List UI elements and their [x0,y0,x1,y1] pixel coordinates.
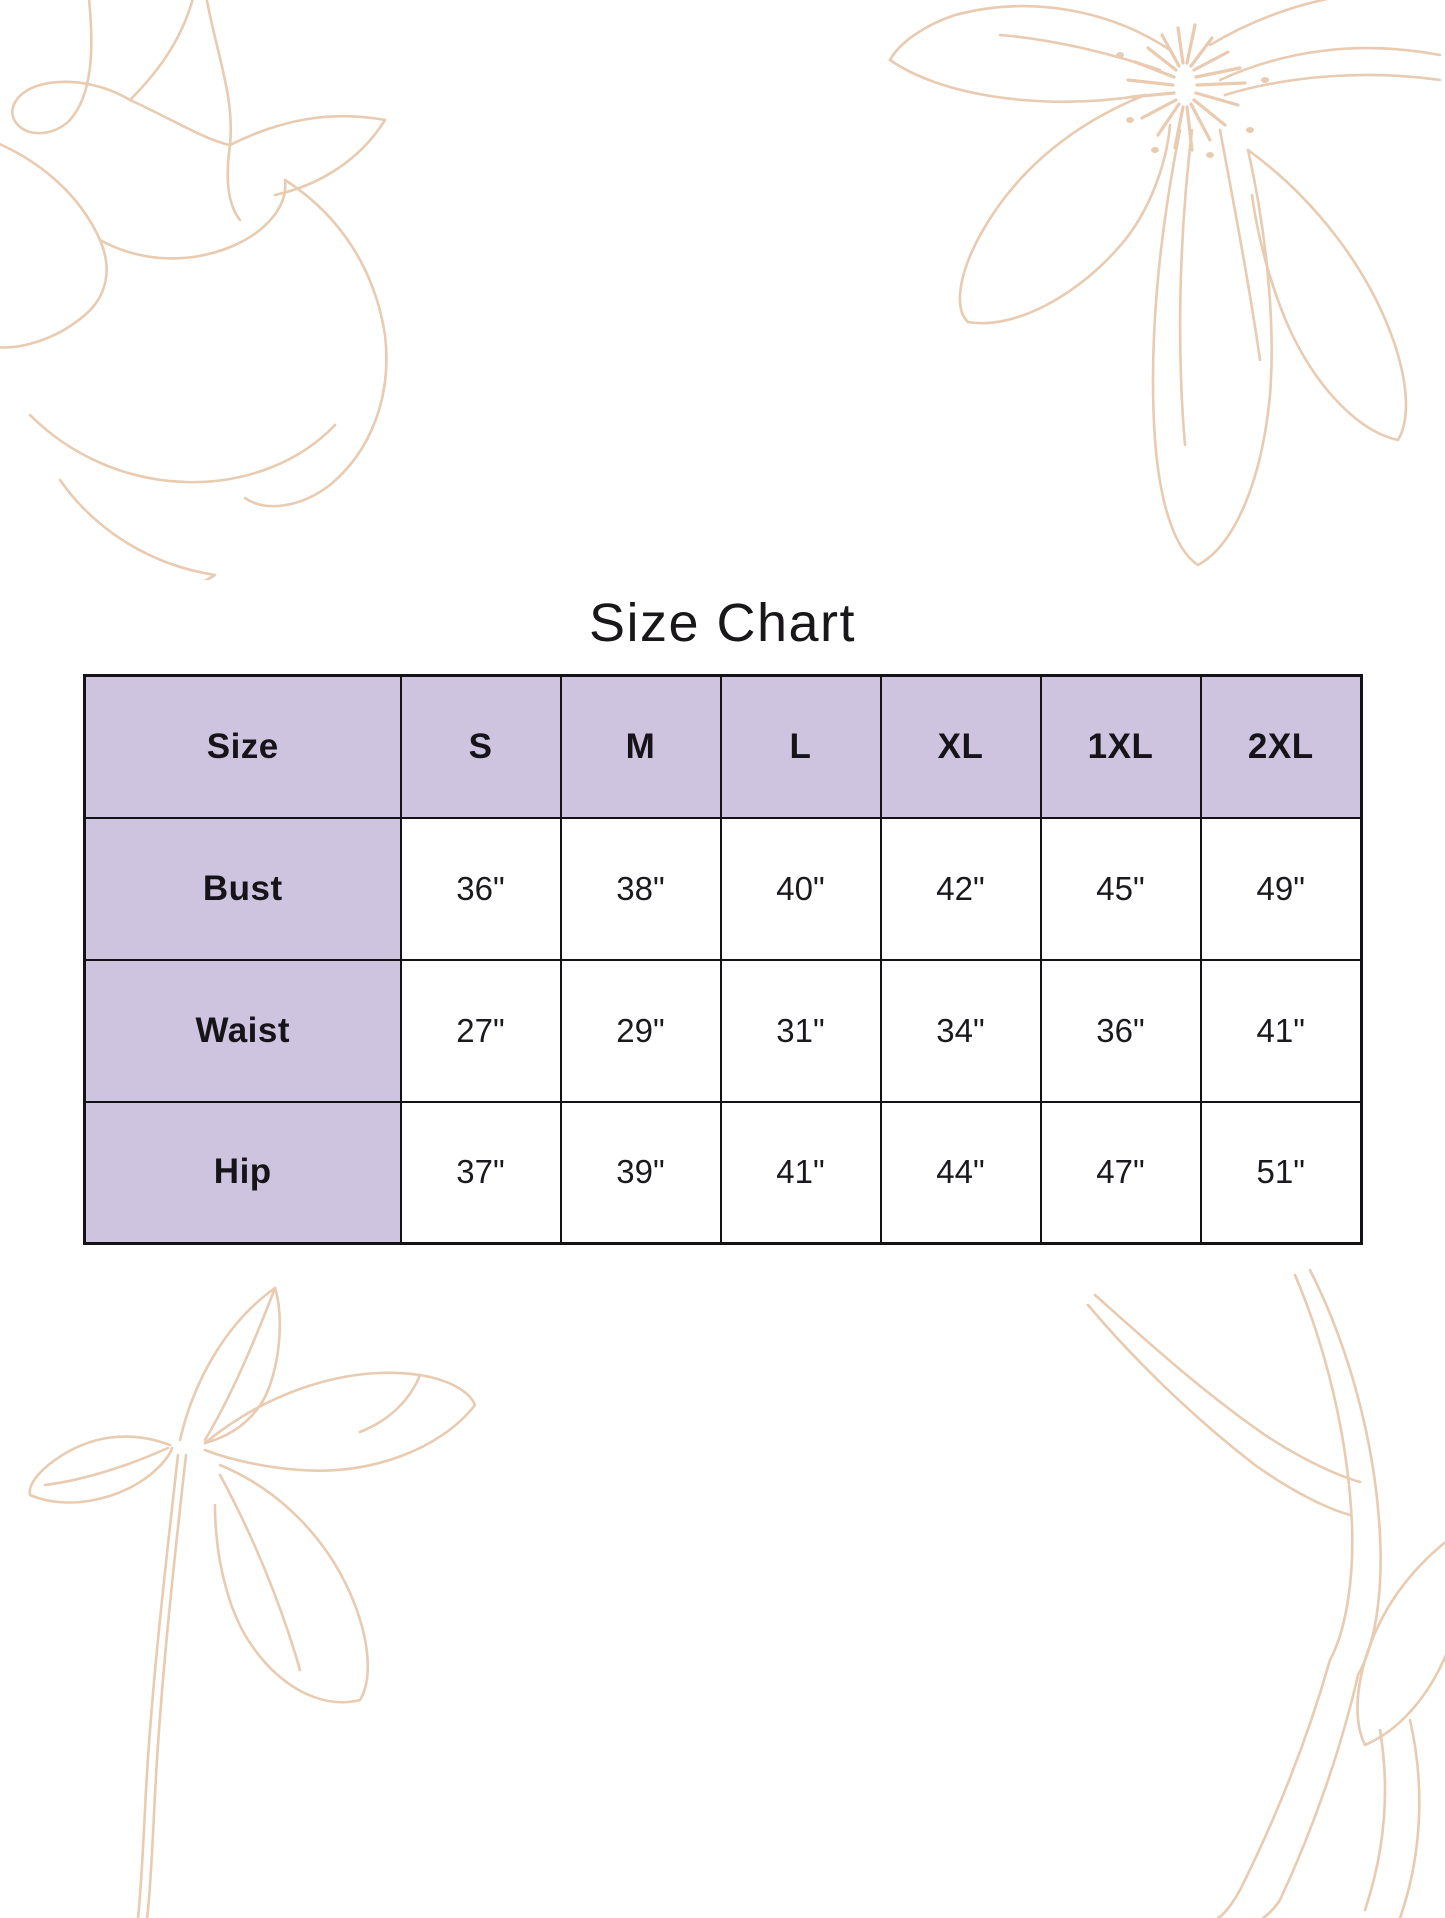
daffodil-line-flower-icon [28,1286,477,1918]
sweeping-line-leaves-icon [1086,1268,1445,1918]
hip-value-s: 37" [399,1100,562,1245]
hip-value-2xl: 51" [1199,1100,1363,1245]
rose-line-flower-icon [0,0,388,580]
table-row-bust: Bust 36" 38" 40" 42" 45" 49" [83,816,1363,961]
header-cell-2xl: 2XL [1199,674,1363,819]
bust-value-2xl: 49" [1199,816,1363,961]
bust-value-l: 40" [719,816,882,961]
hip-value-1xl: 47" [1039,1100,1202,1245]
row-label-waist: Waist [83,958,402,1103]
hip-value-xl: 44" [879,1100,1042,1245]
waist-value-s: 27" [399,958,562,1103]
header-cell-1xl: 1XL [1039,674,1202,819]
header-cell-l: L [719,674,882,819]
header-cell-m: M [559,674,722,819]
waist-value-l: 31" [719,958,882,1103]
hip-value-m: 39" [559,1100,722,1245]
table-row-hip: Hip 37" 39" 41" 44" 47" 51" [83,1100,1363,1245]
clematis-line-flower-icon [888,0,1442,567]
header-cell-size: Size [83,674,402,819]
table-header-row: Size S M L XL 1XL 2XL [83,674,1363,819]
bust-value-s: 36" [399,816,562,961]
waist-value-1xl: 36" [1039,958,1202,1103]
table-row-waist: Waist 27" 29" 31" 34" 36" 41" [83,958,1363,1103]
waist-value-xl: 34" [879,958,1042,1103]
header-cell-s: S [399,674,562,819]
bust-value-1xl: 45" [1039,816,1202,961]
hip-value-l: 41" [719,1100,882,1245]
row-label-bust: Bust [83,816,402,961]
row-label-hip: Hip [83,1100,402,1245]
bust-value-xl: 42" [879,816,1042,961]
waist-value-m: 29" [559,958,722,1103]
waist-value-2xl: 41" [1199,958,1363,1103]
bust-value-m: 38" [559,816,722,961]
page-title: Size Chart [588,593,857,654]
size-chart-table: Size S M L XL 1XL 2XL Bust 36" 38" 40" 4… [83,674,1363,1245]
header-cell-xl: XL [879,674,1042,819]
